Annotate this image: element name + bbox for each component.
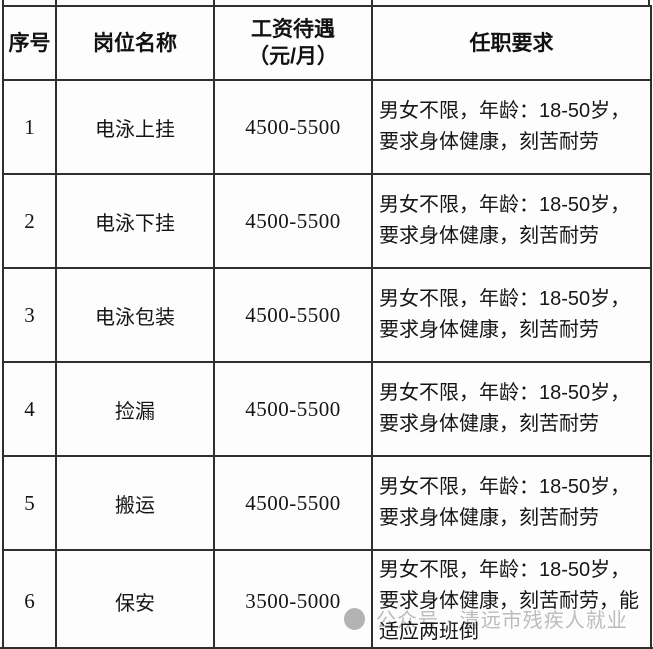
row-index: 2 [2,173,57,269]
row-requirements: 男女不限，年龄：18-50岁，要求身体健康，刻苦耐劳 [371,361,652,457]
table-row: 6 保安 3500-5000 男女不限，年龄：18-50岁，要求身体健康，刻苦耐… [2,549,652,649]
header-cell-position: 岗位名称 [55,5,215,81]
row-position: 电泳上挂 [55,79,215,175]
row-position: 电泳包装 [55,267,215,363]
header-cell-index: 序号 [2,5,57,81]
row-index: 1 [2,79,57,175]
previous-row-border-stub [371,0,373,5]
row-position: 捡漏 [55,361,215,457]
row-position: 电泳下挂 [55,173,215,269]
table-row: 5 搬运 4500-5500 男女不限，年龄：18-50岁，要求身体健康，刻苦耐… [2,455,652,551]
row-requirements: 男女不限，年龄：18-50岁，要求身体健康，刻苦耐劳 [371,267,652,363]
row-salary: 4500-5500 [213,361,373,457]
table-row: 1 电泳上挂 4500-5500 男女不限，年龄：18-50岁，要求身体健康，刻… [2,79,652,175]
next-row-top-border [0,647,653,649]
row-requirements: 男女不限，年龄：18-50岁，要求身体健康，刻苦耐劳，能适应两班倒 [371,549,652,649]
row-index: 4 [2,361,57,457]
table-row: 4 捡漏 4500-5500 男女不限，年龄：18-50岁，要求身体健康，刻苦耐… [2,361,652,457]
table-header: 序号 岗位名称 工资待遇 （元/月） 任职要求 [2,5,652,81]
row-index: 6 [2,549,57,649]
header-cell-salary: 工资待遇 （元/月） [213,5,373,81]
row-salary: 4500-5500 [213,79,373,175]
row-requirements: 男女不限，年龄：18-50岁，要求身体健康，刻苦耐劳 [371,79,652,175]
previous-row-border-stub [648,0,650,5]
row-salary: 3500-5000 [213,549,373,649]
table-row: 2 电泳下挂 4500-5500 男女不限，年龄：18-50岁，要求身体健康，刻… [2,173,652,269]
job-table: 序号 岗位名称 工资待遇 （元/月） 任职要求 1 电泳上挂 4500-5500… [2,5,652,649]
header-cell-requirements: 任职要求 [371,5,652,81]
previous-row-border-stub [213,0,215,5]
row-index: 5 [2,455,57,551]
table-row: 3 电泳包装 4500-5500 男女不限，年龄：18-50岁，要求身体健康，刻… [2,267,652,363]
row-index: 3 [2,267,57,363]
row-salary: 4500-5500 [213,455,373,551]
table-body: 1 电泳上挂 4500-5500 男女不限，年龄：18-50岁，要求身体健康，刻… [2,79,652,649]
header-row: 序号 岗位名称 工资待遇 （元/月） 任职要求 [2,5,652,81]
row-position: 保安 [55,549,215,649]
row-requirements: 男女不限，年龄：18-50岁，要求身体健康，刻苦耐劳 [371,455,652,551]
row-salary: 4500-5500 [213,267,373,363]
row-requirements: 男女不限，年龄：18-50岁，要求身体健康，刻苦耐劳 [371,173,652,269]
row-position: 搬运 [55,455,215,551]
previous-row-border-stub [55,0,57,5]
row-salary: 4500-5500 [213,173,373,269]
previous-row-border-stub [2,0,4,5]
